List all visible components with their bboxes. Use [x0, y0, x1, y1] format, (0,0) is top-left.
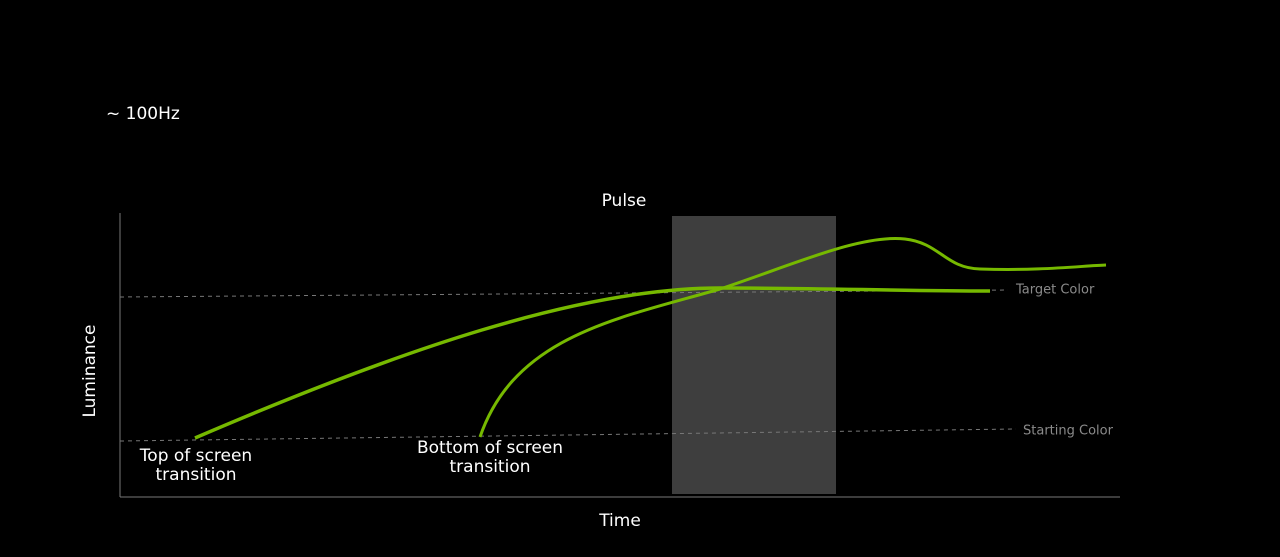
annotation-line: transition [156, 465, 237, 485]
top-curve [194, 286, 991, 440]
bottom-curve [478, 236, 1107, 438]
starting-label: Starting Color [1023, 424, 1114, 439]
annotation-line: Top of screen [139, 446, 252, 466]
pulse-label: Pulse [602, 191, 647, 211]
annotation-line: transition [450, 457, 531, 477]
title: ~ 100Hz [106, 104, 180, 124]
annotation-line: Bottom of screen [417, 438, 563, 458]
target-label: Target Color [1015, 283, 1095, 298]
starting-line [119, 428, 1017, 442]
x-axis-label: Time [598, 511, 641, 531]
y-axis-label: Luminance [80, 324, 100, 417]
pulse-block [672, 216, 836, 494]
